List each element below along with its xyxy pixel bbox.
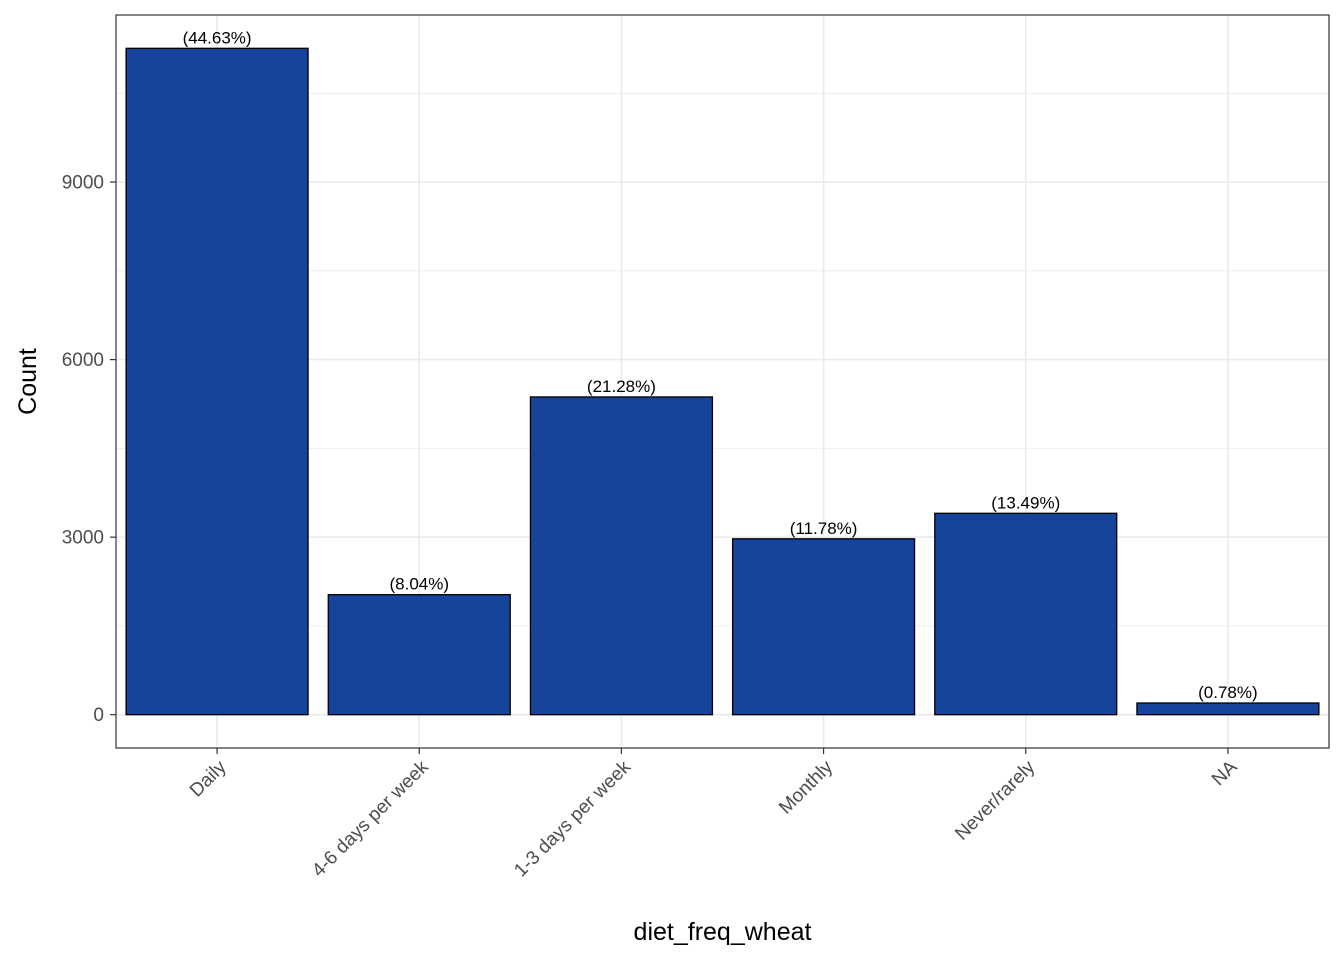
data-label-1: (8.04%) bbox=[389, 575, 449, 594]
data-label-2: (21.28%) bbox=[587, 377, 656, 396]
data-label-4: (13.49%) bbox=[991, 493, 1060, 512]
panel-border bbox=[115, 14, 1330, 749]
bar-0 bbox=[125, 47, 309, 716]
y-tick-label: 9000 bbox=[62, 173, 104, 194]
bar-2 bbox=[529, 396, 714, 716]
y-tick-label: 0 bbox=[93, 705, 104, 726]
y-tick-label: 3000 bbox=[62, 528, 104, 549]
y-axis-title: Count bbox=[14, 348, 42, 415]
bars bbox=[125, 47, 1320, 716]
bar-1 bbox=[327, 594, 511, 716]
y-tick-label: 6000 bbox=[62, 350, 104, 371]
data-label-0: (44.63%) bbox=[183, 28, 252, 47]
bar-4 bbox=[934, 512, 1118, 716]
data-label-3: (11.78%) bbox=[790, 519, 858, 538]
data-label-5: (0.78%) bbox=[1198, 683, 1258, 702]
bar-5 bbox=[1136, 702, 1320, 716]
bar-3 bbox=[731, 538, 916, 716]
data-labels: (44.63%) (8.04%) (21.28%) (11.78%) (13.49%) (… bbox=[183, 28, 1258, 702]
x-axis-title: diet_freq_wheat bbox=[634, 918, 812, 946]
